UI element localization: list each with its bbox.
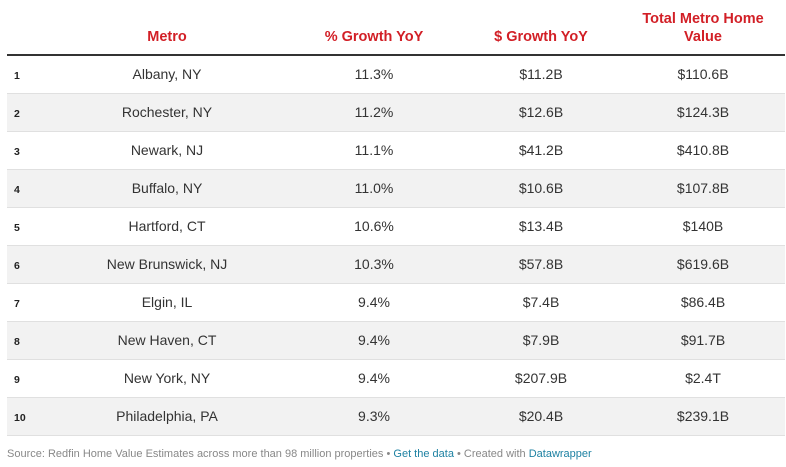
get-data-link[interactable]: Get the data bbox=[393, 448, 454, 460]
total-value-cell: $107.8B bbox=[621, 169, 785, 208]
metro-cell: Buffalo, NY bbox=[47, 169, 287, 208]
metro-cell: Rochester, NY bbox=[47, 93, 287, 132]
usd-growth-cell: $41.2B bbox=[461, 131, 621, 170]
rank-cell: 1 bbox=[7, 55, 47, 94]
table-row: 2 Rochester, NY 11.2% $12.6B $124.3B bbox=[7, 93, 785, 132]
table-row: 6 New Brunswick, NJ 10.3% $57.8B $619.6B bbox=[7, 245, 785, 284]
table-row: 10 Philadelphia, PA 9.3% $20.4B $239.1B bbox=[7, 397, 785, 436]
metro-cell: Hartford, CT bbox=[47, 207, 287, 246]
usd-growth-cell: $7.9B bbox=[461, 321, 621, 360]
pct-growth-header[interactable]: % Growth YoY bbox=[287, 0, 461, 56]
rank-header bbox=[7, 0, 47, 56]
pct-growth-cell: 10.6% bbox=[287, 207, 461, 246]
data-table: Metro % Growth YoY $ Growth YoY Total Me… bbox=[7, 0, 785, 436]
total-value-cell: $410.8B bbox=[621, 131, 785, 170]
rank-cell: 2 bbox=[7, 93, 47, 132]
total-value-header-line1: Total Metro Home bbox=[642, 11, 764, 27]
total-value-cell: $2.4T bbox=[621, 359, 785, 398]
usd-growth-cell: $12.6B bbox=[461, 93, 621, 132]
usd-growth-cell: $207.9B bbox=[461, 359, 621, 398]
footer-separator: • bbox=[383, 448, 394, 460]
table-row: 8 New Haven, CT 9.4% $7.9B $91.7B bbox=[7, 321, 785, 360]
pct-growth-cell: 11.3% bbox=[287, 55, 461, 94]
total-value-cell: $91.7B bbox=[621, 321, 785, 360]
total-value-cell: $110.6B bbox=[621, 55, 785, 94]
rank-cell: 9 bbox=[7, 359, 47, 398]
table-row: 7 Elgin, IL 9.4% $7.4B $86.4B bbox=[7, 283, 785, 322]
pct-growth-cell: 11.2% bbox=[287, 93, 461, 132]
metro-cell: New Haven, CT bbox=[47, 321, 287, 360]
pct-growth-cell: 10.3% bbox=[287, 245, 461, 284]
metro-cell: New York, NY bbox=[47, 359, 287, 398]
metro-cell: New Brunswick, NJ bbox=[47, 245, 287, 284]
table-row: 1 Albany, NY 11.3% $11.2B $110.6B bbox=[7, 55, 785, 94]
pct-growth-cell: 9.4% bbox=[287, 359, 461, 398]
usd-growth-header[interactable]: $ Growth YoY bbox=[461, 0, 621, 56]
pct-growth-cell: 9.3% bbox=[287, 397, 461, 436]
metro-header[interactable]: Metro bbox=[47, 0, 287, 56]
table-container: Metro % Growth YoY $ Growth YoY Total Me… bbox=[7, 0, 785, 436]
metro-cell: Philadelphia, PA bbox=[47, 397, 287, 436]
total-value-cell: $619.6B bbox=[621, 245, 785, 284]
datawrapper-link[interactable]: Datawrapper bbox=[528, 448, 592, 460]
rank-cell: 7 bbox=[7, 283, 47, 322]
total-value-cell: $86.4B bbox=[621, 283, 785, 322]
table-row: 9 New York, NY 9.4% $207.9B $2.4T bbox=[7, 359, 785, 398]
pct-growth-cell: 11.1% bbox=[287, 131, 461, 170]
total-value-header[interactable]: Total Metro Home Value bbox=[621, 0, 785, 56]
metro-cell: Newark, NJ bbox=[47, 131, 287, 170]
pct-growth-cell: 9.4% bbox=[287, 321, 461, 360]
total-value-cell: $140B bbox=[621, 207, 785, 246]
source-note: Source: Redfin Home Value Estimates acro… bbox=[7, 448, 384, 460]
usd-growth-cell: $10.6B bbox=[461, 169, 621, 208]
total-value-cell: $239.1B bbox=[621, 397, 785, 436]
pct-growth-cell: 11.0% bbox=[287, 169, 461, 208]
metro-cell: Albany, NY bbox=[47, 55, 287, 94]
metro-cell: Elgin, IL bbox=[47, 283, 287, 322]
usd-growth-cell: $20.4B bbox=[461, 397, 621, 436]
usd-growth-cell: $7.4B bbox=[461, 283, 621, 322]
pct-growth-cell: 9.4% bbox=[287, 283, 461, 322]
table-row: 5 Hartford, CT 10.6% $13.4B $140B bbox=[7, 207, 785, 246]
rank-cell: 4 bbox=[7, 169, 47, 208]
header-row: Metro % Growth YoY $ Growth YoY Total Me… bbox=[7, 0, 785, 56]
usd-growth-cell: $13.4B bbox=[461, 207, 621, 246]
footer-created-with: • Created with bbox=[453, 448, 529, 460]
table-body: 1 Albany, NY 11.3% $11.2B $110.6B 2 Rochester,… bbox=[7, 55, 785, 436]
usd-growth-cell: $57.8B bbox=[461, 245, 621, 284]
usd-growth-cell: $11.2B bbox=[461, 55, 621, 94]
rank-cell: 8 bbox=[7, 321, 47, 360]
total-value-header-line2: Value bbox=[684, 29, 722, 45]
rank-cell: 3 bbox=[7, 131, 47, 170]
total-value-cell: $124.3B bbox=[621, 93, 785, 132]
table-row: 3 Newark, NJ 11.1% $41.2B $410.8B bbox=[7, 131, 785, 170]
footer: Source: Redfin Home Value Estimates acro… bbox=[7, 448, 592, 460]
table-row: 4 Buffalo, NY 11.0% $10.6B $107.8B bbox=[7, 169, 785, 208]
rank-cell: 6 bbox=[7, 245, 47, 284]
rank-cell: 10 bbox=[7, 397, 47, 436]
rank-cell: 5 bbox=[7, 207, 47, 246]
